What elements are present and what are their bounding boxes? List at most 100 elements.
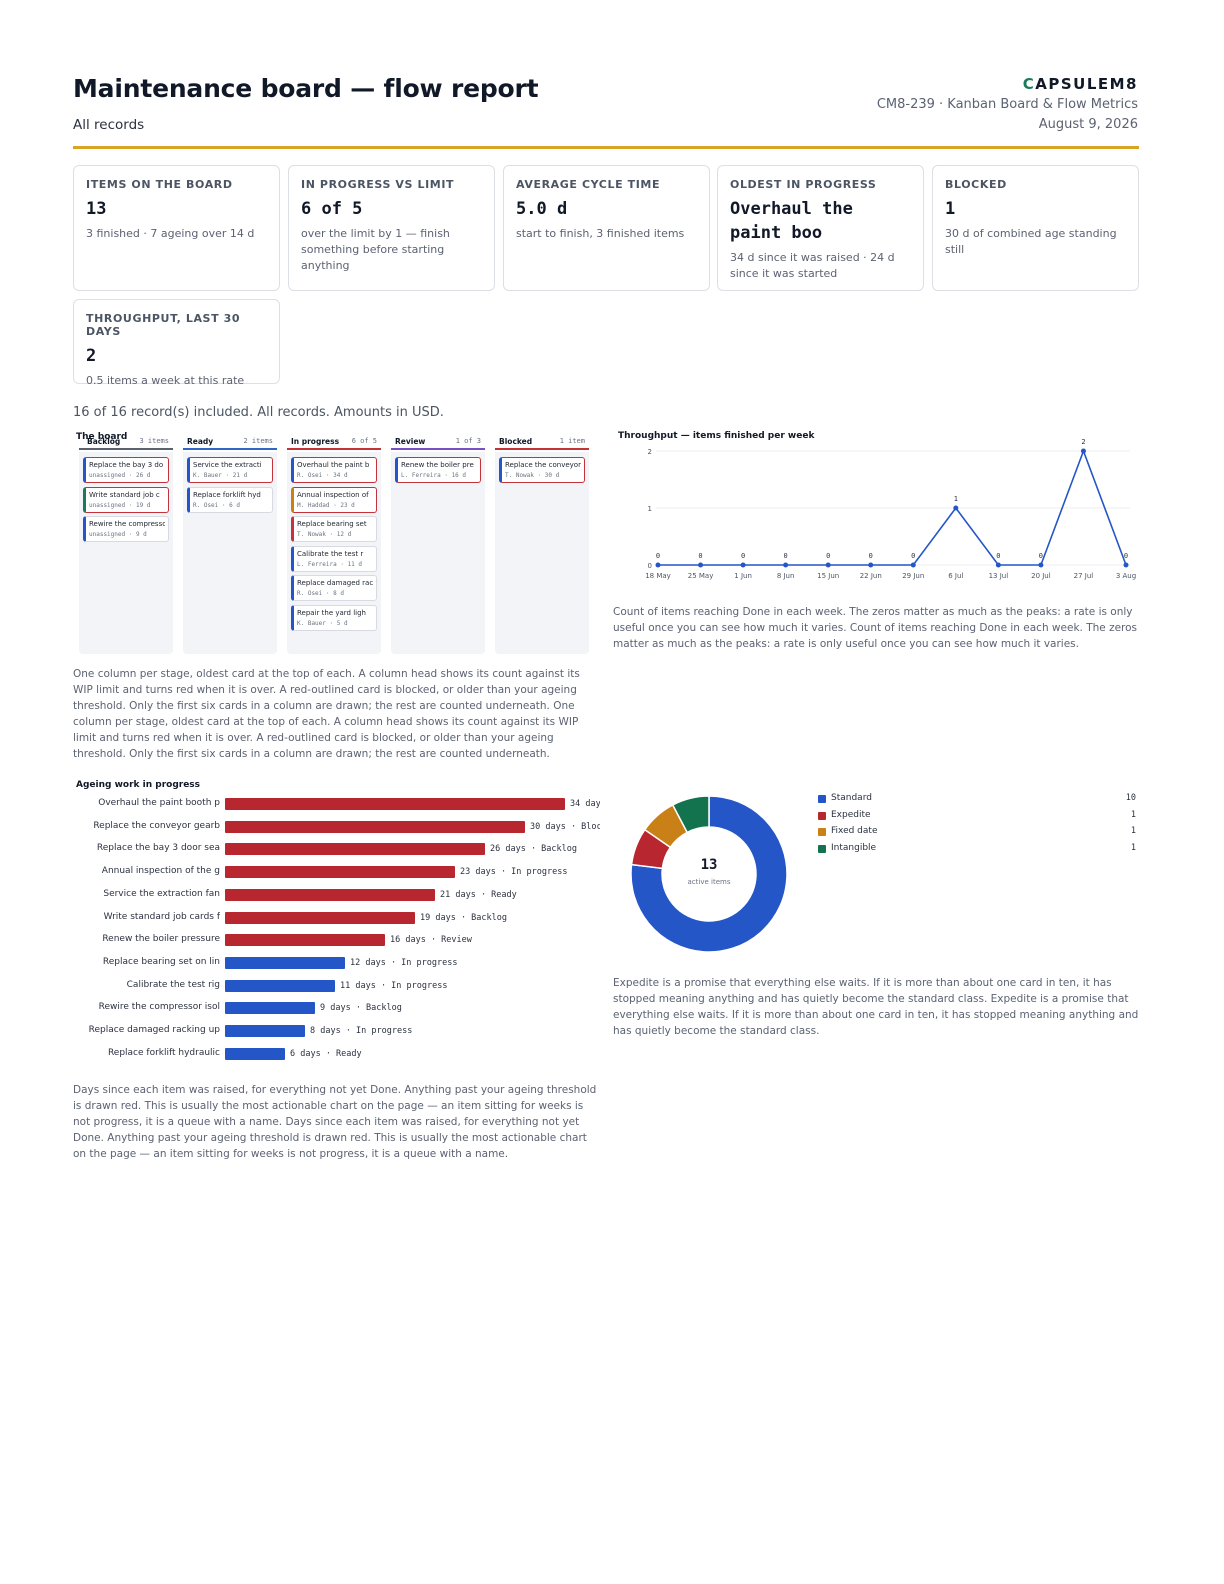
card-title: Replace the bay 3 do <box>89 461 164 469</box>
board-column-ready: Ready 2 items Service the extracti K. Bauer… <box>183 434 277 654</box>
kpi-label: Items on the board <box>86 178 233 191</box>
throughput-line <box>658 448 1127 566</box>
card-meta: R. Osei · 6 d <box>193 501 240 509</box>
card-meta: unassigned · 9 d <box>89 531 147 539</box>
board-card[interactable]: Overhaul the paint b R. Osei · 34 d <box>291 457 377 483</box>
column-header: In progress 6 of 5 <box>287 434 381 450</box>
card-title: Rewire the compresso <box>89 520 165 529</box>
data-label: 0 <box>826 552 830 560</box>
ageing-row: Replace the conveyor gearb 30 days · Bloc… <box>76 820 600 834</box>
board-card[interactable]: Calibrate the test r L. Ferreira · 11 d <box>291 545 377 572</box>
column-body: Overhaul the paint b R. Osei · 34 d Annual… <box>287 452 381 654</box>
ageing-row: Rewire the compressor isol 9 days · Backl… <box>76 1001 600 1015</box>
data-label: 2 <box>1081 438 1085 446</box>
board-title: The board <box>76 432 128 442</box>
ageing-bar <box>225 979 335 992</box>
board-card[interactable]: Replace forklift hyd R. Osei · 6 d <box>187 486 273 513</box>
x-tick-label: 29 Jun <box>902 572 924 580</box>
ageing-item-label: Rewire the compressor isol <box>98 1002 220 1013</box>
ageing-row: Calibrate the test rig 11 days · In progr… <box>76 979 600 993</box>
kpi-note: start to finish, 3 finished items <box>516 227 685 240</box>
throughput-chart-title: Throughput — items finished per week <box>618 431 815 441</box>
kpi-note: 3 finished · 7 ageing over 14 d <box>86 227 255 240</box>
ageing-item-label: Replace the bay 3 door sea <box>96 843 220 854</box>
board-card[interactable]: Rewire the compresso unassigned · 9 d <box>83 516 169 543</box>
ageing-item-label: Annual inspection of the g <box>101 866 220 877</box>
ageing-bar-label: 30 days · Blocked <box>530 821 600 832</box>
legend-item: Standard 10 <box>818 793 1138 807</box>
board-column-in-progress: In progress 6 of 5 Overhaul the paint b R. … <box>287 434 381 654</box>
data-point <box>910 562 916 568</box>
legend-swatch <box>818 844 826 853</box>
board-card[interactable]: Replace damaged rack R. Osei · 8 d <box>291 575 377 602</box>
donut-center-label: active items <box>687 878 731 886</box>
header-divider <box>73 146 1139 149</box>
ageing-row: Replace forklift hydraulic 6 days · Ready <box>76 1047 600 1061</box>
board-caption: One column per stage, oldest card at the… <box>73 668 580 760</box>
column-body: Replace the conveyor T. Nowak · 30 d <box>495 452 589 654</box>
document-id: CM8-239 · Kanban Board & Flow Metrics <box>876 97 1138 112</box>
data-label: 0 <box>1124 552 1128 560</box>
card-title: Calibrate the test r <box>297 549 364 558</box>
legend-value: 1 <box>1130 826 1136 836</box>
kpi-label: Blocked <box>945 178 1007 191</box>
ageing-bar <box>225 866 455 879</box>
board-card[interactable]: Write standard job c unassigned · 19 d <box>83 486 169 513</box>
card-meta: unassigned · 26 d <box>89 472 151 479</box>
data-label: 0 <box>996 552 1000 560</box>
column-count: 1 of 3 <box>455 437 481 445</box>
legend-swatch <box>818 828 826 836</box>
board-card[interactable]: Replace the bay 3 do unassigned · 26 d <box>83 457 169 483</box>
report-date: August 9, 2026 <box>1038 117 1138 132</box>
card-title: Replace forklift hyd <box>193 490 261 499</box>
data-point <box>868 562 874 568</box>
card-title: Replace the conveyor <box>505 461 581 469</box>
kpi-card-blocked: Blocked 1 30 d of combined age standing … <box>932 165 1139 291</box>
ageing-row: Overhaul the paint booth p 34 days · In p… <box>76 797 600 811</box>
board-card[interactable]: Replace the conveyor T. Nowak · 30 d <box>499 457 585 483</box>
ageing-bar-label: 19 days · Backlog <box>420 912 507 923</box>
data-point <box>995 562 1001 568</box>
board-card[interactable]: Repair the yard ligh K. Bauer · 5 d <box>291 605 377 631</box>
ageing-bar-label: 26 days · Backlog <box>490 844 577 855</box>
donut-slice-standard <box>630 795 788 953</box>
column-name: In progress <box>291 437 340 446</box>
x-tick-label: 25 May <box>688 572 714 580</box>
legend-swatch <box>818 795 826 803</box>
card-title: Write standard job c <box>89 490 160 499</box>
ageing-bar-label: 12 days · In progress <box>350 957 458 968</box>
card-title: Service the extracti <box>193 461 262 469</box>
column-header: Ready 2 items <box>183 434 277 450</box>
data-point <box>1038 562 1044 568</box>
y-tick-label: 2 <box>648 448 652 456</box>
data-point <box>953 505 959 511</box>
kpi-value: 6 of 5 <box>301 199 363 219</box>
card-title: Annual inspection of <box>297 490 369 499</box>
card-title: Replace damaged rack <box>297 579 373 588</box>
legend-label: Fixed date <box>831 826 878 836</box>
ageing-bar <box>225 1047 285 1060</box>
brand-logo: CAPSULEM8 <box>1022 75 1138 93</box>
board-card[interactable]: Renew the boiler pre L. Ferreira · 16 d <box>395 457 481 483</box>
board-card[interactable]: Replace bearing set T. Nowak · 12 d <box>291 516 377 543</box>
ageing-bar-label: 34 days · In progress <box>570 799 600 809</box>
column-count: 1 item <box>559 437 585 445</box>
x-tick-label: 13 Jul <box>989 572 1009 580</box>
ageing-item-label: Write standard job cards f <box>103 911 220 922</box>
card-meta: unassigned · 19 d <box>89 501 151 509</box>
page-subtitle: All records <box>73 117 145 133</box>
column-name: Backlog <box>87 437 121 446</box>
board-card[interactable]: Service the extracti K. Bauer · 21 d <box>187 457 273 483</box>
x-tick-label: 6 Jul <box>948 572 963 580</box>
legend-value: 1 <box>1130 809 1136 820</box>
card-meta: T. Nowak · 30 d <box>505 472 560 479</box>
x-tick-label: 27 Jul <box>1074 572 1094 580</box>
x-tick-label: 18 May <box>645 572 671 580</box>
column-header: Backlog 3 items <box>79 434 173 450</box>
board-card[interactable]: Annual inspection of M. Haddad · 23 d <box>291 486 377 513</box>
data-point <box>825 562 831 568</box>
legend-label: Standard <box>831 793 872 803</box>
ageing-item-label: Replace forklift hydraulic <box>107 1047 220 1058</box>
ageing-row: Service the extraction fan 21 days · Read… <box>76 888 600 902</box>
column-count: 2 items <box>243 437 273 445</box>
